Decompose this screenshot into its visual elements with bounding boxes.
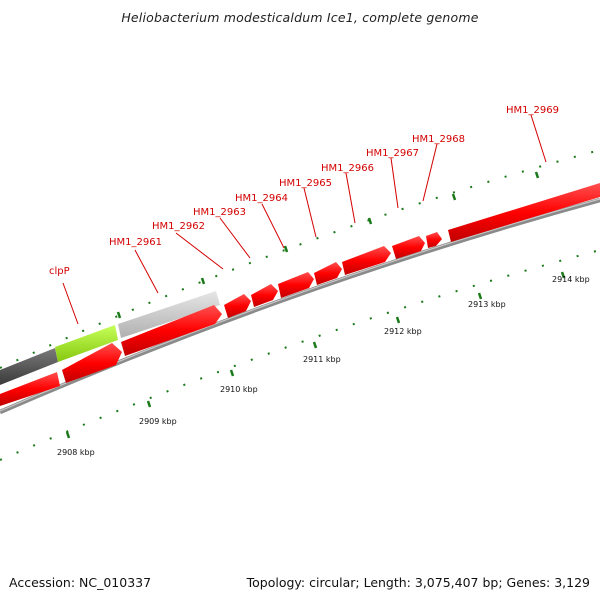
gene-dark[interactable] xyxy=(0,348,58,385)
gene-label-hm1-2969[interactable]: HM1_2969 xyxy=(506,105,559,116)
gene-label-hm1-2966[interactable]: HM1_2966 xyxy=(321,163,374,174)
gene-arrow[interactable] xyxy=(448,183,600,242)
genome-backbone-highlight xyxy=(0,198,600,412)
kbp-labels: 2908 kbp 2909 kbp 2910 kbp 2911 kbp 2912… xyxy=(57,275,590,457)
outer-major-ticks xyxy=(116,171,540,319)
gene-label-hm1-2965[interactable]: HM1_2965 xyxy=(279,178,332,189)
genome-summary-text: Topology: circular; Length: 3,075,407 bp… xyxy=(246,575,590,590)
gene-gray[interactable] xyxy=(118,291,220,338)
gene-arrow[interactable] xyxy=(0,372,60,406)
gene-arrow[interactable] xyxy=(278,272,314,298)
gene-green[interactable] xyxy=(55,325,118,362)
gene-label-hm1-2968[interactable]: HM1_2968 xyxy=(412,134,465,145)
gene-arrow[interactable] xyxy=(342,246,391,275)
gene-label-hm1-2963[interactable]: HM1_2963 xyxy=(193,207,246,218)
genome-backbone xyxy=(0,197,600,415)
genome-title: Heliobacterium modesticaldum Ice1, compl… xyxy=(121,10,479,25)
kbp-label: 2911 kbp xyxy=(303,355,341,364)
gene-arrow[interactable] xyxy=(392,236,425,259)
gene-arrow[interactable] xyxy=(426,232,442,248)
accession-text: Accession: NC_010337 xyxy=(9,575,152,590)
inner-major-ticks xyxy=(65,271,566,439)
kbp-label: 2912 kbp xyxy=(384,327,422,336)
kbp-label: 2909 kbp xyxy=(139,417,177,426)
kbp-label: 2908 kbp xyxy=(57,448,95,457)
forward-genes xyxy=(0,183,600,406)
gene-arrow[interactable] xyxy=(62,343,122,383)
kbp-label: 2914 kbp xyxy=(552,275,590,284)
kbp-label: 2913 kbp xyxy=(468,300,506,309)
gene-label-hm1-2961[interactable]: HM1_2961 xyxy=(109,237,162,248)
gene-arrow[interactable] xyxy=(121,305,222,356)
kbp-label: 2910 kbp xyxy=(220,385,258,394)
gene-label-hm1-2964[interactable]: HM1_2964 xyxy=(235,193,288,204)
gene-labels: clpP HM1_2961 HM1_2962 HM1_2963 HM1_2964… xyxy=(49,105,559,277)
inner-tick-ring xyxy=(0,249,600,461)
label-leaders xyxy=(62,114,547,325)
outer-tick-ring xyxy=(0,149,600,369)
gene-arrow[interactable] xyxy=(251,284,278,307)
gene-label-clpP[interactable]: clpP xyxy=(49,266,70,277)
gene-label-hm1-2967[interactable]: HM1_2967 xyxy=(366,148,419,159)
gene-arrow[interactable] xyxy=(224,294,251,318)
gene-arrow[interactable] xyxy=(314,262,342,285)
gene-label-hm1-2962[interactable]: HM1_2962 xyxy=(152,221,205,232)
